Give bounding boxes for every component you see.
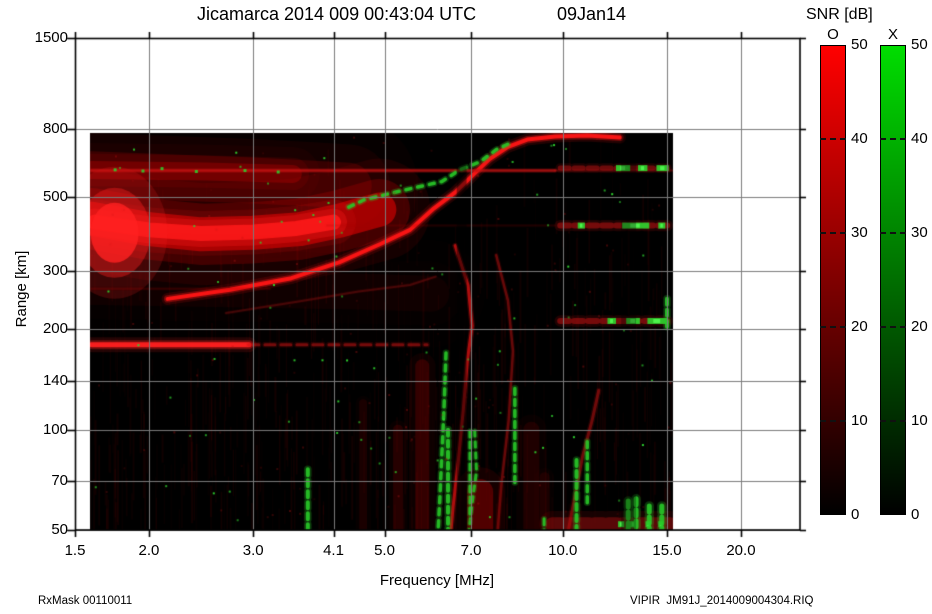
colorbar-o-mode-label: O: [827, 26, 839, 43]
footer-rxmask: RxMask 00110011: [38, 595, 133, 607]
colorbar-dash-tick: [820, 326, 846, 328]
y-tick-label: 70: [51, 472, 68, 490]
colorbar-dash-tick: [820, 138, 846, 140]
page-title: Jicamarca 2014 009 00:43:04 UTC: [197, 4, 477, 24]
colorbar-dash-tick: [880, 138, 906, 140]
x-tick-label: 5.0: [374, 542, 395, 559]
title-date: 09Jan14: [557, 4, 627, 24]
x-tick-label: 15.0: [652, 542, 682, 559]
colorbar-tick-label: 40: [911, 130, 928, 147]
colorbar-tick-label: 10: [911, 412, 928, 429]
x-tick-label: 7.0: [460, 542, 482, 559]
y-tick-label: 300: [42, 261, 68, 279]
footer-filename: VIPIR JM91J_2014009004304.RIQ: [630, 595, 814, 607]
colorbar-dash-tick: [880, 232, 906, 234]
colorbar-tick-label: 0: [851, 506, 860, 523]
colorbar-dash-tick: [820, 232, 846, 234]
x-tick-label: 3.0: [242, 542, 264, 559]
colorbar-tick-label: 30: [851, 224, 868, 241]
x-tick-label: 4.1: [323, 542, 344, 559]
colorbar-tick-label: 50: [911, 36, 928, 53]
colorbar-o-gradient: [820, 45, 846, 515]
colorbar-dash-tick: [820, 420, 846, 422]
y-tick-label: 800: [42, 119, 68, 137]
colorbar-tick-label: 40: [851, 130, 868, 147]
x-tick-label: 2.0: [138, 542, 160, 559]
y-tick-label: 100: [42, 420, 68, 438]
colorbar-tick-label: 30: [911, 224, 928, 241]
y-tick-label: 200: [42, 320, 68, 338]
colorbar-tick-label: 0: [911, 506, 920, 523]
colorbar-dash-tick: [880, 326, 906, 328]
y-tick-label: 140: [42, 371, 68, 389]
colorbar-title: SNR [dB]: [806, 6, 873, 23]
x-tick-label: 1.5: [64, 542, 86, 559]
colorbar-tick-label: 10: [851, 412, 868, 429]
y-tick-label: 500: [42, 187, 68, 205]
y-tick-label: 50: [51, 520, 68, 538]
x-tick-label: 10.0: [548, 542, 578, 559]
colorbar-dash-tick: [880, 420, 906, 422]
colorbar-x-gradient: [880, 45, 906, 515]
colorbar-tick-label: 20: [911, 318, 928, 335]
colorbar-x-mode-label: X: [887, 26, 898, 43]
colorbar-tick-label: 50: [851, 36, 868, 53]
x-axis-label: Frequency [MHz]: [379, 572, 495, 589]
x-tick-label: 20.0: [726, 542, 756, 559]
colorbar-tick-label: 20: [851, 318, 868, 335]
y-tick-label: 1500: [34, 29, 68, 46]
